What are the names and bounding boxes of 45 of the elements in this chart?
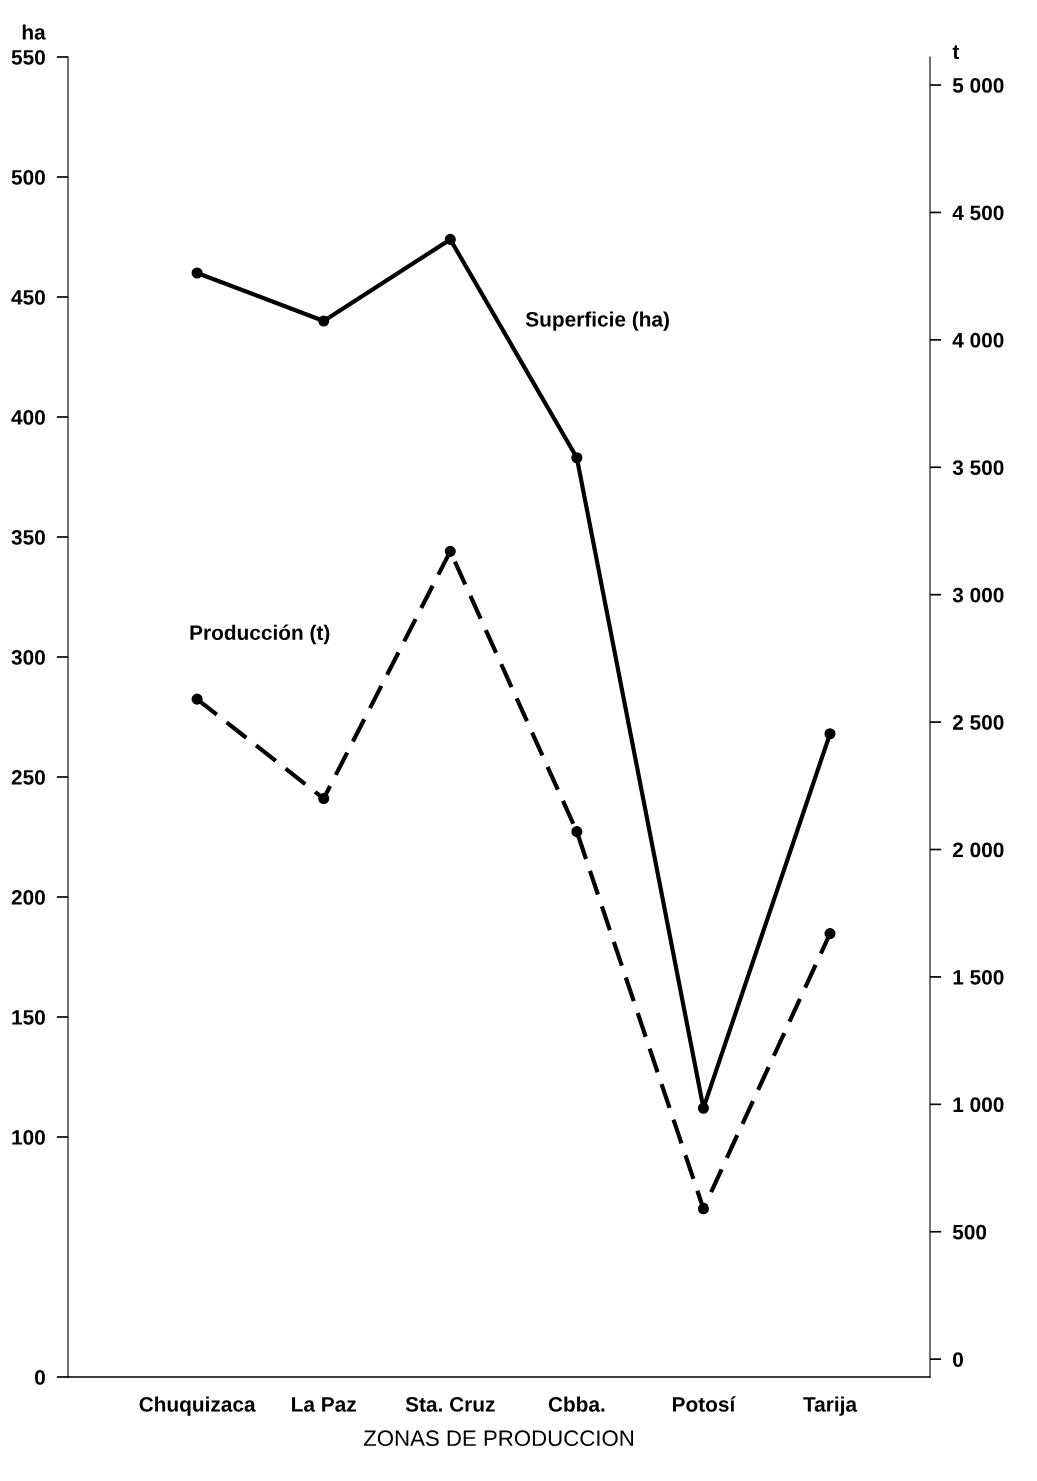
y-tick-label: 250 — [11, 770, 45, 785]
point — [571, 826, 583, 838]
y-tick-label: 350 — [11, 530, 45, 545]
y2-tick-label: 0 — [953, 1352, 963, 1367]
y-tick-label: 200 — [11, 890, 45, 905]
y-tick-label: 0 — [35, 1370, 45, 1385]
point — [824, 728, 836, 740]
y2-tick-label: 1 000 — [953, 1097, 1004, 1113]
point — [697, 1102, 709, 1114]
point — [697, 1203, 709, 1215]
y2-tick-label: 4 500 — [952, 205, 1004, 221]
x-axis-title: ZONAS DE PRODUCCION — [363, 1430, 633, 1447]
y2-tick-label: 500 — [952, 1224, 987, 1240]
point — [824, 928, 836, 940]
point — [444, 233, 456, 245]
x-tick-label: Chuquizaca — [139, 1396, 256, 1416]
y2-axis-title: t — [952, 45, 960, 60]
y2-tick-label: 5 000 — [952, 78, 1004, 93]
point — [191, 267, 203, 279]
y2-tick-label: 2 000 — [952, 842, 1004, 858]
y-tick-label: 400 — [11, 410, 45, 425]
series-label: Superficie (ha) — [525, 311, 669, 331]
text: Producción (t) — [190, 624, 330, 645]
y-tick-label: 100 — [12, 1130, 45, 1145]
x-tick-label: Tarija — [803, 1396, 858, 1416]
point — [318, 315, 330, 327]
y2-tick-label: 3 000 — [952, 587, 1004, 603]
y2-tick-label: 3 500 — [952, 460, 1004, 476]
x-tick-label: Cbba. — [548, 1396, 605, 1412]
x-tick-label: Potosí — [672, 1396, 736, 1412]
x-tick-label: Sta. Cruz — [405, 1396, 495, 1412]
x-tick-label: La Paz — [292, 1397, 356, 1412]
point — [571, 452, 583, 464]
y-tick-label: 300 — [11, 650, 45, 665]
y2-tick-label: 1 500 — [953, 969, 1004, 985]
point — [444, 545, 456, 557]
y-axis-title: ha — [22, 24, 46, 40]
y-tick-label: 550 — [11, 50, 45, 65]
point — [191, 693, 203, 705]
y-tick-label: 150 — [12, 1010, 45, 1025]
y2-tick-label: 2 500 — [952, 715, 1004, 730]
y-tick-label: 450 — [11, 290, 45, 305]
y2-tick-label: 4 000 — [952, 332, 1004, 348]
y-tick-label: 500 — [11, 170, 45, 185]
point — [318, 792, 330, 805]
